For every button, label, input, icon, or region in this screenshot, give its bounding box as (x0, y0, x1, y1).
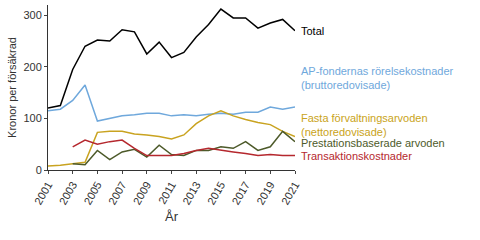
svg-text:2003: 2003 (57, 179, 80, 206)
svg-text:300: 300 (23, 9, 41, 21)
svg-text:2007: 2007 (106, 179, 129, 206)
svg-text:2013: 2013 (180, 179, 203, 206)
svg-text:Prestationsbaserade arvoden: Prestationsbaserade arvoden (301, 137, 445, 149)
svg-text:År: År (165, 209, 179, 224)
svg-text:Kronor per försäkrad: Kronor per försäkrad (6, 37, 18, 138)
svg-text:2001: 2001 (32, 179, 55, 206)
svg-text:Total: Total (301, 25, 324, 37)
svg-text:2009: 2009 (131, 179, 154, 206)
svg-text:2017: 2017 (229, 179, 252, 206)
svg-text:AP-fondernas rörelsekostnader(: AP-fondernas rörelsekostnader(bruttoredo… (301, 65, 454, 91)
svg-text:Fasta förvaltningsarvoden(nett: Fasta förvaltningsarvoden(nettoredovisad… (301, 112, 428, 138)
svg-text:100: 100 (23, 112, 41, 124)
svg-text:2005: 2005 (81, 179, 104, 206)
svg-text:Transaktionskostnader: Transaktionskostnader (301, 150, 412, 162)
svg-text:200: 200 (23, 61, 41, 73)
svg-text:0: 0 (36, 164, 42, 176)
svg-text:2015: 2015 (205, 179, 228, 206)
svg-text:2021: 2021 (279, 179, 302, 206)
svg-text:2019: 2019 (254, 179, 277, 206)
svg-text:2011: 2011 (156, 179, 178, 205)
